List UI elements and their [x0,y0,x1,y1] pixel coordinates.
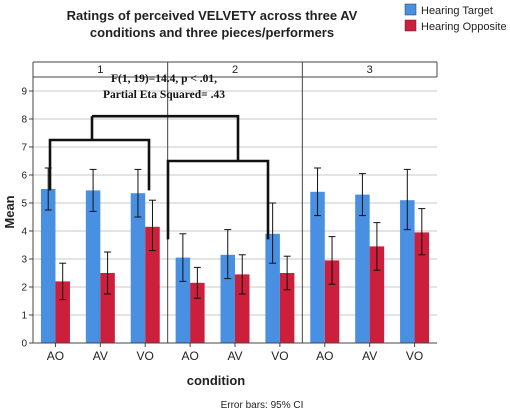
y-tick-label: 1 [21,311,27,322]
bar-hearing-opposite-facet3-vo [414,232,430,343]
legend-label-hearing-opposite: Hearing Opposite [421,21,507,33]
legend: Hearing Target Hearing Opposite [404,3,507,33]
y-tick-label: 3 [21,255,27,266]
error-bars-note: Error bars: 95% CI [221,400,304,411]
x-tick-label-av: AV [362,349,377,363]
bar-hearing-opposite-facet1-av [100,273,115,343]
y-tick-label: 0 [21,339,27,350]
x-tick-label-vo: VO [137,349,154,363]
chart-title-line-2: conditions and three pieces/performers [90,25,334,40]
bar-hearing-target-facet2-av [220,254,235,343]
bar-hearing-target-facet1-vo [130,193,146,343]
x-tick-label-ao: AO [181,349,198,363]
significance-bracket-1 [48,116,151,191]
bar-hearing-opposite-facet3-av [369,246,385,343]
plot-area: 0 1 2 3 4 5 6 7 8 9 1 AO AV VO 2 AO AV VO 3 AO AV VO [21,61,438,363]
bar-hearing-target-facet2-ao [175,257,191,343]
legend-label-hearing-target: Hearing Target [421,5,493,17]
bar-hearing-target-facet2-vo [265,233,280,343]
y-tick-label: 7 [21,143,27,154]
y-axis-label: Mean [2,195,17,228]
x-tick-label-vo: VO [271,349,288,363]
bar-hearing-target-facet1-av [85,190,101,343]
bar-hearing-target-facet3-ao [310,191,325,343]
bar-hearing-opposite-facet3-ao [324,260,340,343]
x-tick-label-ao: AO [47,349,64,363]
facet-label-2: 2 [232,64,238,76]
y-tick-label: 4 [21,227,27,238]
legend-swatch-hearing-opposite [404,19,417,32]
x-tick-label-av: AV [93,349,108,363]
x-tick-label-ao: AO [316,349,333,363]
bar-hearing-opposite-facet1-vo [145,226,160,343]
bar-hearing-opposite-facet2-av [235,274,250,343]
x-axis-label: condition [187,373,246,388]
bar-hearing-opposite-facet2-ao [190,282,205,343]
x-tick-label-vo: VO [406,349,423,363]
bar-hearing-opposite-facet2-vo [279,273,295,343]
bar-hearing-target-facet1-ao [40,189,56,343]
legend-swatch-hearing-target [404,3,417,16]
y-tick-label: 9 [21,87,27,98]
annotation-line-2: Partial Eta Squared= .43 [103,89,225,101]
facet-label-1: 1 [97,64,103,76]
x-tick-label-av: AV [227,349,242,363]
chart-title-line-1: Ratings of perceived VELVETY across thre… [67,8,358,23]
bar-hearing-target-facet3-vo [400,200,415,343]
facet-label-3: 3 [367,64,373,76]
y-tick-label: 5 [21,199,27,210]
y-tick-label: 2 [21,283,27,294]
bar-hearing-target-facet3-av [355,194,370,343]
y-tick-label: 8 [21,115,27,126]
annotation-line-1: F(1, 19)=14.4, p < .01, [111,73,217,85]
significance-bracket-2 [92,114,270,240]
y-tick-label: 6 [21,171,27,182]
bar-hearing-opposite-facet1-ao [55,281,70,343]
